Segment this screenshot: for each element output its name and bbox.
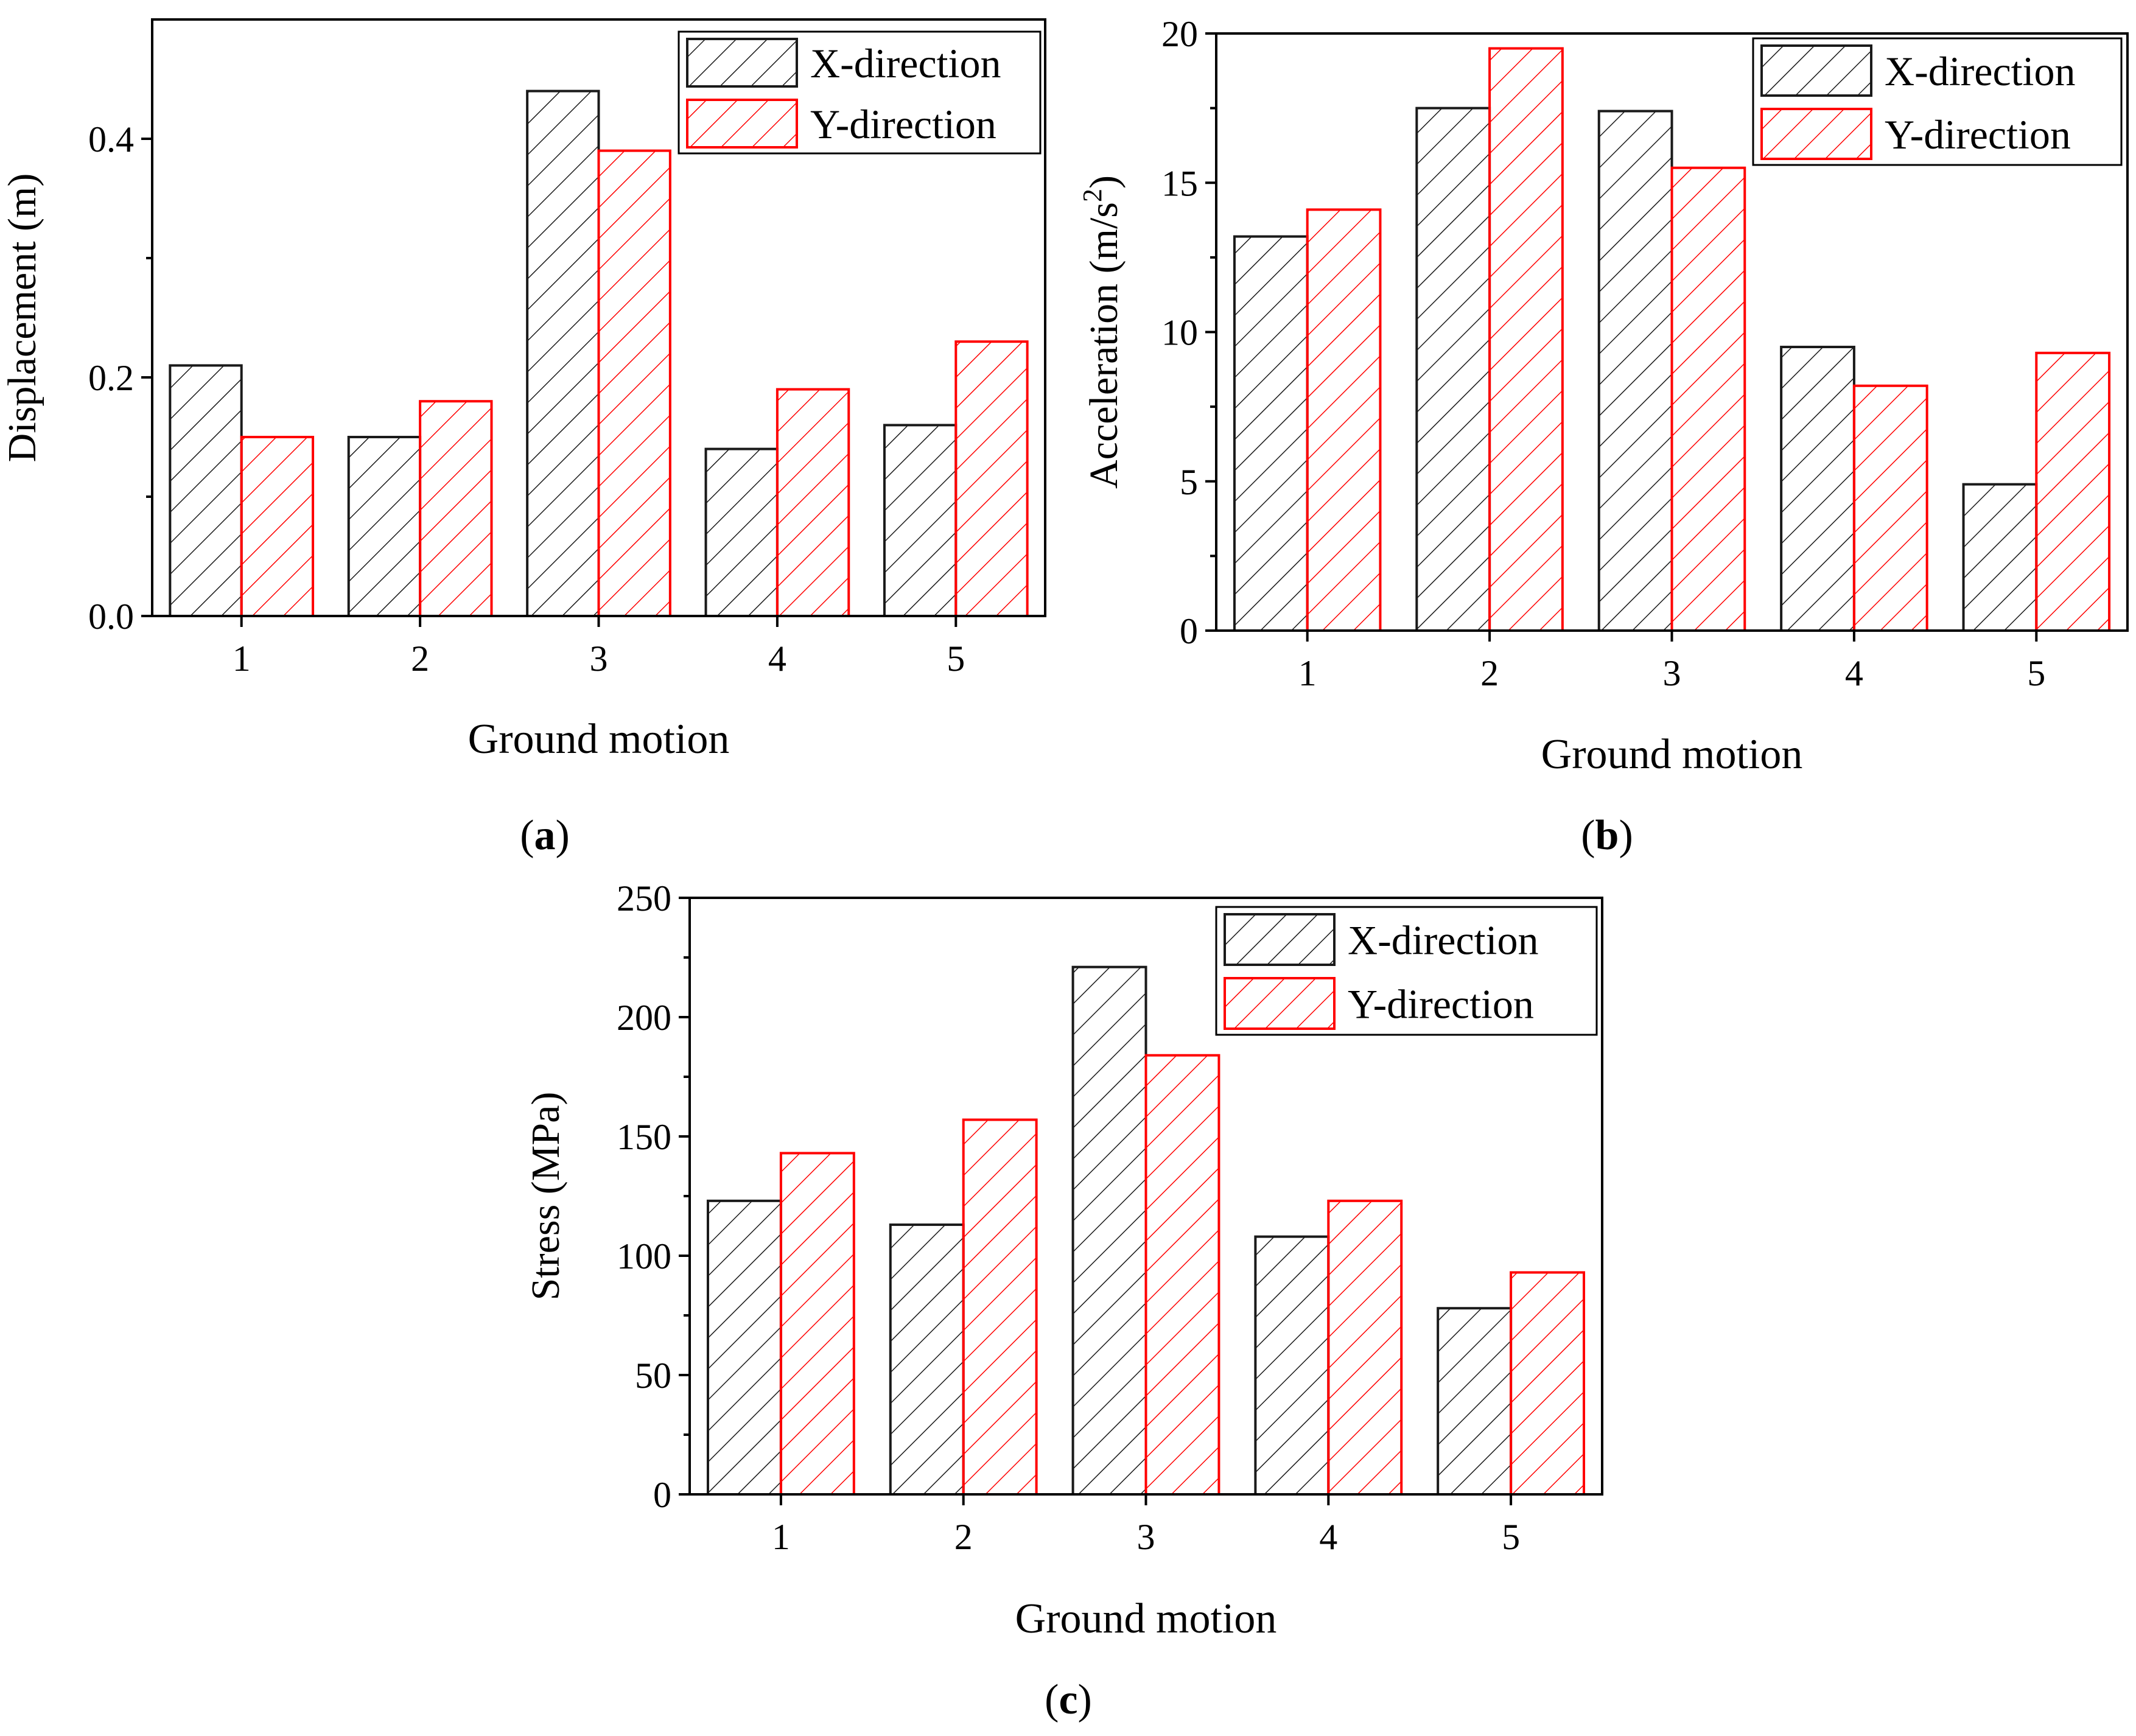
- y-tick-label-c-100: 100: [617, 1236, 671, 1276]
- x-tick-label-a-1: 1: [233, 639, 251, 679]
- legend-label-c-x: X-direction: [1348, 917, 1538, 964]
- y-tick-label-c-0: 0: [653, 1475, 671, 1515]
- bar-c-x-1: [706, 1199, 782, 1496]
- bar-c-x-3: [1071, 965, 1147, 1496]
- bar-c-y-1: [779, 1152, 855, 1496]
- x-tick-label-b-4: 4: [1845, 653, 1863, 693]
- bar-c-y-4: [1327, 1199, 1403, 1496]
- bar-c-x-5: [1437, 1307, 1513, 1496]
- legend-swatch-b-x: [1760, 44, 1872, 97]
- legend-label-b-x: X-direction: [1885, 48, 2075, 94]
- bar-b-y-4: [1852, 384, 1928, 632]
- y-tick-label-b-15: 15: [1161, 163, 1198, 203]
- bar-c-x-4: [1254, 1235, 1330, 1496]
- bar-b-y-3: [1670, 166, 1746, 632]
- x-tick-label-c-2: 2: [954, 1517, 973, 1557]
- x-tick-label-b-1: 1: [1298, 653, 1317, 693]
- x-tick-label-b-3: 3: [1663, 653, 1681, 693]
- bar-b-x-2: [1415, 107, 1491, 632]
- y-axis-label-a: Displacement (m): [0, 173, 44, 463]
- bar-b-x-4: [1780, 346, 1855, 632]
- legend-label-a-y: Y-direction: [810, 101, 996, 147]
- y-axis-label-sup-b: 2: [1077, 189, 1107, 202]
- panel-a-caption: (a): [520, 812, 570, 859]
- panel-b-caption-letter: b: [1595, 812, 1619, 859]
- y-tick-label-c-250: 250: [617, 878, 671, 919]
- y-tick-label-c-200: 200: [617, 998, 671, 1038]
- bar-b-y-2: [1488, 47, 1564, 632]
- panel-c-caption-letter: c: [1059, 1676, 1077, 1723]
- legend-label-c-y: Y-direction: [1348, 981, 1534, 1027]
- bar-a-y-1: [240, 436, 315, 617]
- y-tick-label-b-10: 10: [1161, 313, 1198, 353]
- bar-a-y-4: [776, 388, 850, 617]
- x-tick-label-a-5: 5: [947, 639, 965, 679]
- x-tick-label-c-3: 3: [1137, 1517, 1155, 1557]
- bar-b-x-5: [1962, 483, 2038, 632]
- x-tick-label-b-2: 2: [1480, 653, 1499, 693]
- bar-a-x-2: [347, 436, 422, 617]
- legend-swatch-c-y: [1224, 977, 1336, 1030]
- panel-a-caption-letter: a: [534, 812, 556, 859]
- legend-swatch-b-y: [1760, 108, 1872, 160]
- x-axis-label-a: Ground motion: [468, 716, 730, 763]
- y-tick-label-b-20: 20: [1161, 14, 1198, 54]
- y-tick-label-a-0.2: 0.2: [88, 358, 134, 398]
- legend-swatch-a-x: [686, 38, 798, 88]
- panel-c-caption: (c): [1045, 1676, 1092, 1723]
- bar-c-y-3: [1144, 1054, 1220, 1496]
- legend-swatch-a-y: [686, 99, 798, 149]
- chart-panel-a: 1 2 3 4 5 0.0 0.2 0.4 Displacement (m) Ground mot…: [0, 18, 1046, 763]
- y-tick-label-a-0.4: 0.4: [88, 119, 134, 159]
- y-tick-label-a-0.0: 0.0: [88, 597, 134, 637]
- y-axis-label-tail-b: ): [1082, 175, 1126, 189]
- legend-label-b-y: Y-direction: [1885, 111, 2071, 158]
- x-tick-label-a-3: 3: [590, 639, 608, 679]
- legend-swatch-c-x: [1224, 913, 1336, 966]
- x-axis-label-b: Ground motion: [1541, 731, 1803, 778]
- y-axis-label-text-c: Stress (MPa): [523, 1092, 568, 1301]
- bar-c-y-5: [1510, 1271, 1586, 1496]
- y-axis-label-b: Acceleration (m/s2): [1077, 175, 1126, 489]
- bar-a-y-5: [954, 340, 1029, 617]
- bar-a-y-2: [419, 400, 493, 617]
- bar-a-x-4: [704, 447, 779, 617]
- bar-c-x-2: [889, 1223, 965, 1496]
- x-tick-label-b-5: 5: [2027, 653, 2045, 693]
- y-tick-label-b-5: 5: [1180, 462, 1198, 502]
- y-tick-label-c-150: 150: [617, 1117, 671, 1157]
- x-axis-label-c: Ground motion: [1015, 1595, 1277, 1642]
- y-axis-label-c: Stress (MPa): [523, 1092, 568, 1301]
- bar-a-y-3: [597, 149, 671, 618]
- plot-frame-a: [151, 18, 1046, 617]
- y-axis-label-text-b: Acceleration (m/s: [1082, 202, 1126, 489]
- x-tick-label-c-1: 1: [772, 1517, 790, 1557]
- y-tick-label-b-0: 0: [1180, 611, 1198, 651]
- x-tick-label-c-5: 5: [1502, 1517, 1520, 1557]
- x-tick-label-a-4: 4: [768, 639, 786, 679]
- x-tick-label-a-2: 2: [411, 639, 429, 679]
- legend-label-a-x: X-direction: [810, 40, 1001, 86]
- bar-b-y-1: [1306, 208, 1382, 632]
- panel-b-caption: (b): [1581, 812, 1633, 859]
- bar-b-x-3: [1597, 110, 1673, 632]
- bar-a-x-1: [169, 364, 243, 618]
- bar-b-x-1: [1233, 235, 1309, 632]
- bar-a-x-5: [883, 424, 958, 618]
- y-axis-label-text-a: Displacement (m): [0, 173, 44, 463]
- x-tick-label-c-4: 4: [1319, 1517, 1337, 1557]
- bar-b-y-5: [2035, 351, 2111, 632]
- bar-a-x-3: [526, 89, 600, 618]
- y-tick-label-c-50: 50: [635, 1356, 671, 1396]
- bar-c-y-2: [962, 1118, 1038, 1496]
